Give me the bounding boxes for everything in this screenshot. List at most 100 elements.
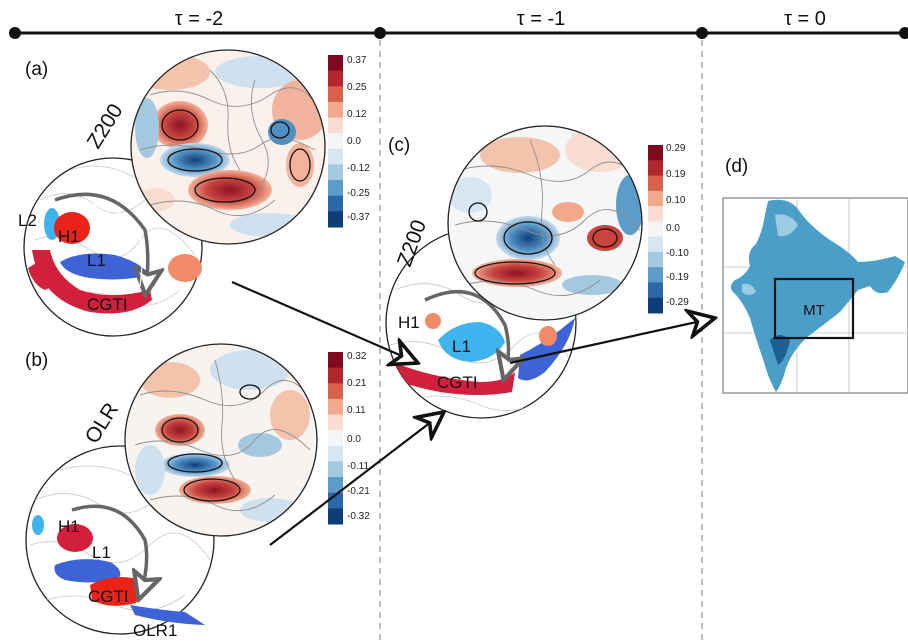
panel-b-colorbar-swatch-5 (328, 430, 343, 447)
panel-b-cb-tick-3: 0.0 (347, 434, 361, 445)
panel-b-map-low-center (160, 453, 230, 477)
panel-a-colorbar-swatch-10 (328, 211, 343, 228)
panel-c-cb-tick-2: 0.10 (666, 195, 686, 206)
panel-a-colorbar-swatch-4 (328, 117, 343, 134)
panel-a-h1-blob (54, 212, 90, 244)
panel-b-h1-blob (57, 524, 93, 552)
panel-c-colorbar-swatch-10 (648, 297, 663, 314)
panel-c-l1-blob (438, 322, 505, 362)
panel-c-cb-tick-5: -0.19 (666, 272, 689, 283)
arrow-b-to-c (269, 412, 444, 546)
timeline-label-tau-minus-1: τ = -1 (517, 8, 565, 30)
panel-c-colorbar: 0.29 0.19 0.10 0.0 -0.10 -0.19 -0.29 (648, 143, 689, 314)
panel-a: (a) L2 H1 L1 CGTI Z200 (18, 49, 370, 337)
panel-b-colorbar-swatch-3 (328, 398, 343, 416)
panel-c-composite-map (447, 125, 643, 321)
panel-d-india-map: MT (722, 197, 908, 394)
panel-c-colorbar-swatch-5 (648, 221, 663, 238)
panel-c-low-east (518, 318, 575, 381)
panel-a-colorbar-swatch-9 (328, 195, 343, 212)
panel-a-colorbar-swatch-7 (328, 164, 343, 181)
timeline-dot-tau-minus-1 (374, 27, 386, 39)
mt-region-box (773, 277, 855, 340)
panel-a-cb-tick-5: -0.25 (347, 188, 370, 199)
panel-c-colorbar-swatch-0 (648, 145, 663, 161)
panel-c-label-l1: L1 (452, 337, 471, 356)
panel-c-cb-tick-1: 0.19 (666, 169, 686, 180)
panel-a-wave-arrow (54, 192, 148, 290)
panel-c-colorbar-swatch-2 (648, 175, 663, 192)
panel-d: (d) MT (722, 156, 908, 394)
panel-b-composite-map (124, 343, 318, 537)
connector-arrows (231, 280, 715, 546)
panel-c-colorbar-swatch-9 (648, 282, 663, 299)
panel-b-colorbar-swatch-2 (328, 383, 343, 400)
panel-a-colorbar-swatch-1 (328, 70, 343, 87)
panel-a-colorbar-swatch-5 (328, 133, 343, 150)
arrow-a-to-c (231, 280, 418, 363)
panel-a-colorbar-swatch-0 (328, 55, 343, 72)
panel-b-l1-blob (54, 559, 121, 583)
timeline-dot-end (899, 27, 908, 39)
panel-b: (b) H1 L1 CGTI OLR1 OLR (25, 343, 370, 640)
panel-b-colorbar-swatch-10 (328, 508, 343, 525)
panel-c-colorbar-swatch-1 (648, 160, 663, 177)
panel-b-colorbar-swatch-1 (328, 367, 343, 384)
panel-b-l2-blob (32, 515, 44, 535)
panel-b-colorbar-swatch-8 (328, 477, 343, 494)
panel-a-cb-tick-3: 0.0 (347, 136, 361, 147)
panel-c-label-cgti: CGTI (437, 373, 478, 392)
panel-a-label-l1: L1 (87, 251, 106, 270)
panel-c-h1-blob (425, 313, 441, 329)
panel-c: (c) H1 L1 CGTI Z200 (385, 125, 689, 419)
panel-a-cb-tick-0: 0.37 (347, 55, 367, 66)
timeline-dot-tau-0 (696, 27, 708, 39)
panel-b-cb-tick-2: 0.11 (347, 405, 366, 416)
panel-b-tag: (b) (25, 350, 48, 371)
panel-a-cb-tick-1: 0.25 (347, 82, 367, 93)
panel-a-colorbar-swatch-3 (328, 101, 343, 119)
panel-a-label-l2: L2 (18, 211, 37, 230)
timeline-label-tau-minus-2: τ = -2 (175, 8, 223, 30)
panel-a-map-high-center (152, 101, 208, 149)
panel-c-high-east (539, 326, 557, 346)
panel-c-cb-tick-6: -0.29 (666, 297, 689, 308)
panel-a-colorbar: 0.37 0.25 0.12 0.0 -0.12 -0.25 -0.37 (328, 55, 370, 228)
mt-region-label: MT (803, 302, 825, 319)
panel-b-colorbar-swatch-7 (328, 461, 343, 478)
panel-a-high-blob-east (168, 254, 202, 282)
panel-a-colorbar-swatch-6 (328, 148, 343, 165)
panel-b-label-h1: H1 (58, 517, 80, 536)
panel-b-olr1-blob (130, 605, 205, 625)
panel-b-colorbar: 0.32 0.21 0.11 0.0 -0.11 -0.21 -0.32 (328, 351, 370, 525)
panel-b-label-l1: L1 (92, 543, 111, 562)
panel-c-colorbar-swatch-3 (648, 190, 663, 207)
timeline-dot-start (9, 27, 21, 39)
panel-a-cb-tick-2: 0.12 (347, 109, 367, 120)
timeline-label-tau-0: τ = 0 (784, 8, 826, 30)
panel-a-tag: (a) (25, 59, 48, 80)
panel-b-cb-tick-0: 0.32 (347, 351, 367, 362)
panel-c-cb-tick-0: 0.29 (666, 143, 686, 154)
panel-a-variable-label: Z200 (83, 100, 128, 153)
panel-a-label-cgti: CGTI (87, 295, 128, 314)
panel-b-colorbar-swatch-6 (328, 445, 343, 462)
panel-b-label-olr1: OLR1 (133, 621, 177, 640)
panel-b-cb-tick-6: -0.32 (347, 511, 370, 522)
panel-a-l1-blob (60, 253, 150, 280)
panel-b-cb-tick-1: 0.21 (347, 378, 367, 389)
panel-a-composite-map (130, 49, 326, 245)
panel-c-colorbar-swatch-7 (648, 251, 663, 268)
panel-b-cgti-blob (90, 576, 144, 606)
panel-b-variable-label: OLR (81, 399, 123, 448)
arrow-c-to-d (509, 318, 715, 365)
panel-c-wave-arrow (424, 289, 509, 375)
panel-c-colorbar-swatch-4 (648, 206, 663, 222)
panel-a-colorbar-swatch-8 (328, 180, 343, 197)
panel-a-colorbar-swatch-2 (328, 86, 343, 103)
panel-c-tag: (c) (388, 135, 410, 156)
panel-c-cb-tick-3: 0.0 (666, 223, 680, 234)
panel-a-cgti-band (32, 250, 152, 314)
panel-b-wave-arrow (71, 504, 147, 595)
